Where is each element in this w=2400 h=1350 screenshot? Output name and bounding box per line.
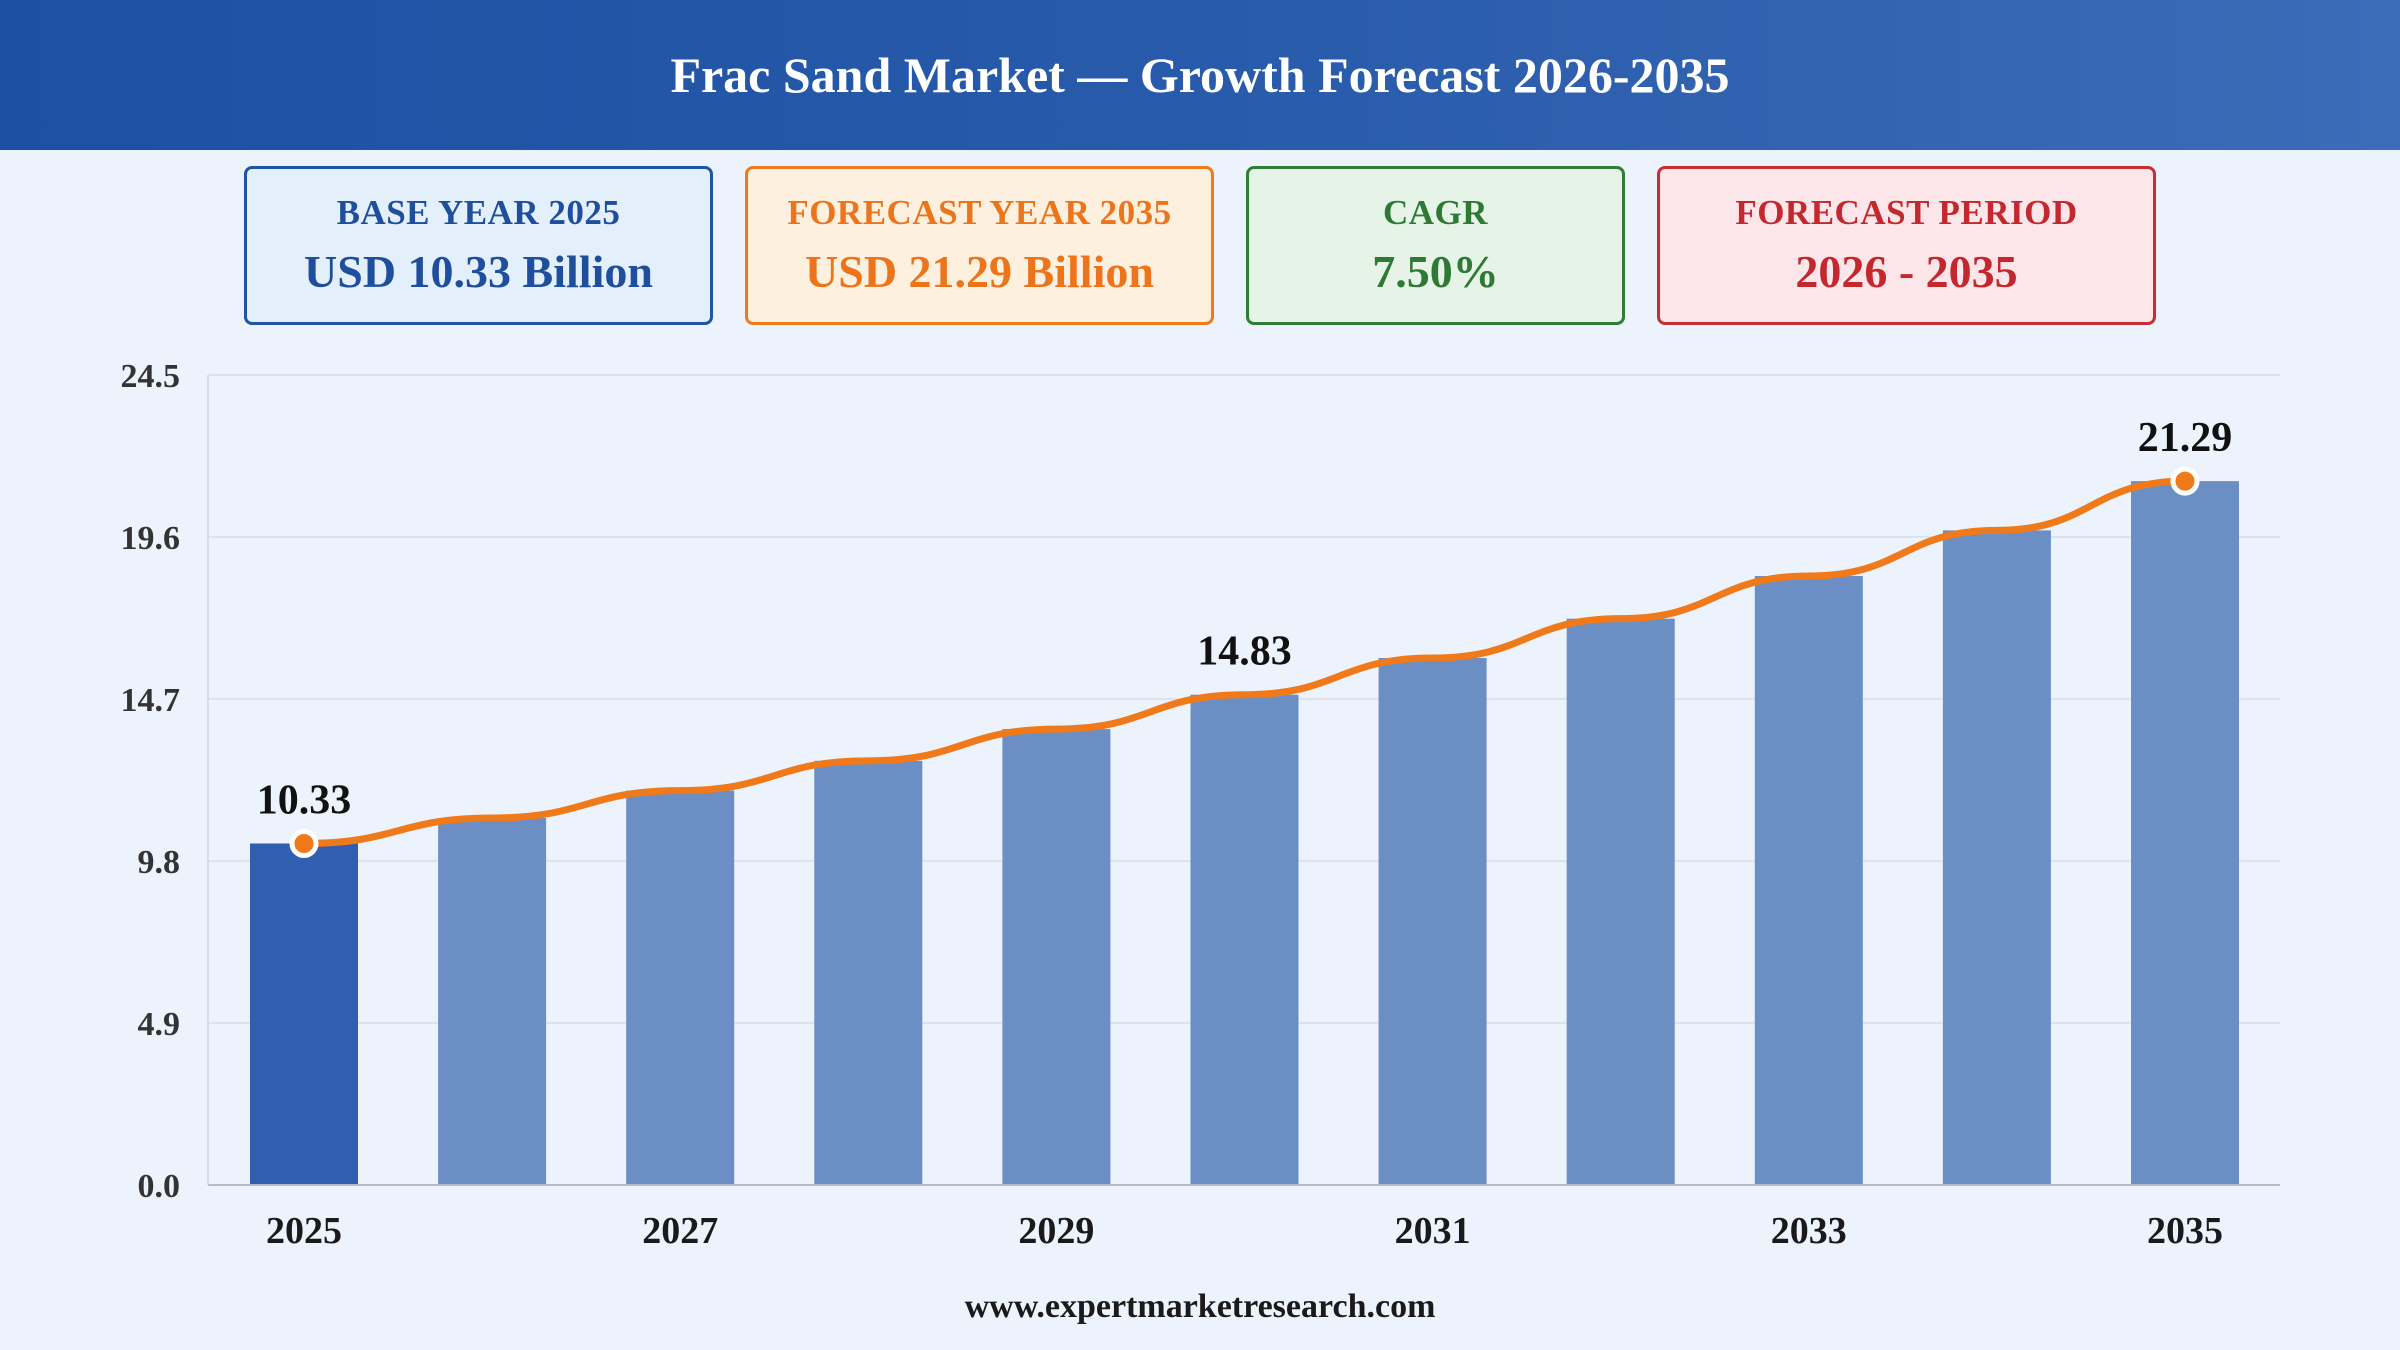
header-banner: Frac Sand Market — Growth Forecast 2026-… [0, 0, 2400, 150]
bar-2031 [1378, 658, 1487, 1185]
y-tick-label: 9.8 [138, 844, 181, 881]
forecast-year-label: FORECAST YEAR 2035 [787, 193, 1172, 232]
y-axis-ticks: 0.0 4.9 9.8 14.7 19.6 24.5 [121, 358, 181, 1205]
trend-markers [289, 466, 2200, 858]
trend-line [300, 477, 2189, 847]
y-tick-label: 24.5 [121, 358, 181, 395]
bars [250, 481, 2239, 1185]
base-year-label: BASE YEAR 2025 [336, 193, 621, 232]
x-tick-label: 2035 [2147, 1210, 2223, 1252]
source-footer: www.expertmarketresearch.com [964, 1288, 1436, 1325]
data-labels: 10.33 14.83 21.29 [257, 415, 2233, 823]
bar-2026 [438, 818, 547, 1185]
bar-2033 [1754, 576, 1863, 1185]
x-tick-label: 2029 [1018, 1210, 1094, 1252]
bar-2025 [250, 843, 358, 1185]
bar-2029 [1002, 729, 1111, 1185]
forecast-year-value: USD 21.29 Billion [805, 246, 1154, 297]
y-tick-label: 19.6 [121, 520, 181, 557]
cagr-value: 7.50% [1372, 246, 1499, 297]
x-tick-label: 2033 [1771, 1210, 1847, 1252]
y-tick-label: 14.7 [121, 682, 181, 719]
data-label: 10.33 [257, 777, 352, 823]
x-tick-label: 2031 [1395, 1210, 1471, 1252]
forecast-year-card: FORECAST YEAR 2035 USD 21.29 Billion [745, 166, 1214, 325]
bar-2035 [2131, 481, 2239, 1185]
forecast-period-value: 2026 - 2035 [1795, 246, 2018, 297]
x-tick-label: 2025 [266, 1210, 342, 1252]
data-label: 14.83 [1197, 629, 1292, 675]
cagr-card: CAGR 7.50% [1246, 166, 1625, 325]
x-tick-label: 2027 [642, 1210, 718, 1252]
bar-2034 [1942, 530, 2051, 1185]
bar-2030 [1190, 694, 1299, 1185]
forecast-period-label: FORECAST PERIOD [1735, 193, 2078, 232]
x-axis-ticks: 2025 2027 2029 2031 2033 2035 [266, 1210, 2223, 1252]
y-tick-label: 0.0 [138, 1168, 181, 1205]
y-tick-label: 4.9 [138, 1006, 181, 1043]
forecast-period-card: FORECAST PERIOD 2026 - 2035 [1657, 166, 2156, 325]
page-title: Frac Sand Market — Growth Forecast 2026-… [670, 47, 1730, 103]
data-label: 21.29 [2138, 415, 2233, 461]
bar-2027 [626, 790, 735, 1185]
base-year-card: BASE YEAR 2025 USD 10.33 Billion [244, 166, 713, 325]
trend-marker [289, 828, 319, 858]
bar-2032 [1566, 618, 1675, 1185]
cagr-label: CAGR [1382, 193, 1489, 232]
trend-marker [2170, 466, 2200, 496]
bar-2028 [814, 760, 923, 1185]
base-year-value: USD 10.33 Billion [304, 246, 653, 297]
